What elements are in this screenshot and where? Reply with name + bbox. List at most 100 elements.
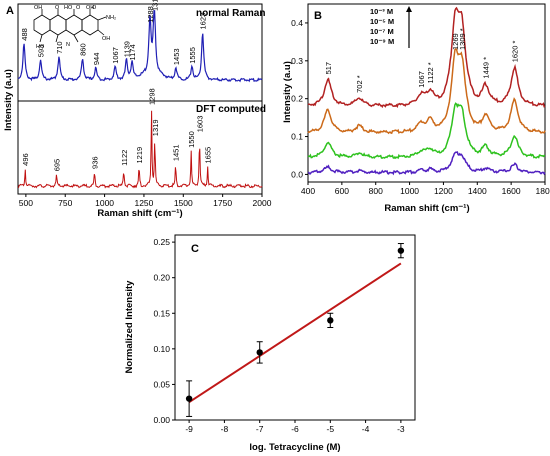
- y-tick-label-b: 0.2: [291, 94, 303, 104]
- data-point: [397, 247, 405, 254]
- y-tick-label-b: 0.3: [291, 56, 303, 66]
- peak-label: 593: [37, 45, 46, 58]
- x-tick-label-c: -8: [221, 424, 229, 434]
- peak-label-b: 1067: [417, 71, 426, 88]
- x-tick-label-a: 500: [19, 198, 33, 208]
- peak-label-b: 1122 *: [426, 62, 435, 83]
- peak-label: 1655: [204, 147, 213, 164]
- mol-label: OH: [102, 36, 110, 42]
- mol-label: HO: [36, 44, 45, 50]
- peak-label: 710: [55, 41, 64, 54]
- peak-label: 488: [20, 28, 29, 41]
- x-tick-label-c: -3: [397, 424, 405, 434]
- mol-label: HO: [64, 5, 73, 11]
- arrow-head-icon: [406, 6, 412, 12]
- y-tick-label-c: 0.10: [153, 344, 170, 354]
- spectrum-normal-raman: [17, 10, 263, 83]
- series-b: [307, 6, 546, 176]
- peak-label-b: 1269: [451, 33, 460, 50]
- peak-label: 1453: [172, 48, 181, 65]
- x-tick-label-a: 2000: [253, 198, 272, 208]
- peak-label: 936: [91, 156, 100, 169]
- panel-b: B 10⁻³ M 10⁻⁵ M 10⁻⁷ M 10⁻⁹ M 517 702 * 10…: [282, 3, 550, 214]
- x-tick-label-b: 600: [335, 186, 349, 196]
- panel-a-frame: [17, 3, 263, 195]
- x-tick-label-c: -9: [185, 424, 193, 434]
- axis-ticks-c: -9 -8 -7 -6 -5 -4 -3 0.00 0.05 0.10 0.15 0.20 0.25: [153, 237, 404, 434]
- peak-label: 860: [79, 43, 88, 56]
- y-tick-label-c: 0.00: [153, 415, 170, 425]
- peak-label: 1623: [199, 13, 208, 30]
- x-axis-ticks-a: 500 750 1000 1250 1500 1750 2000: [19, 194, 272, 208]
- peak-label: 1122: [120, 150, 129, 166]
- x-tick-label-b: 800: [369, 186, 383, 196]
- x-tick-label-b: 1000: [400, 186, 419, 196]
- x-tick-label-c: -5: [327, 424, 335, 434]
- legend-b: 10⁻³ M 10⁻⁵ M 10⁻⁷ M 10⁻⁹ M: [370, 6, 412, 48]
- y-tick-label-b: 0.0: [291, 169, 303, 179]
- subpanel-title-normal-raman: normal Raman: [196, 8, 265, 19]
- mol-label: O: [76, 5, 81, 11]
- legend-item: 10⁻³ M: [370, 7, 393, 16]
- y-axis-label-c: Normalized Intensity: [124, 280, 135, 374]
- y-tick-label-b: 0.4: [291, 18, 303, 28]
- x-tick-label-a: 1250: [134, 198, 153, 208]
- x-axis-label-c: log. Tetracycline (M): [249, 442, 340, 453]
- peak-label-b: 702 *: [355, 75, 364, 93]
- data-points-c: [185, 243, 405, 417]
- peak-label: 1298: [147, 88, 156, 105]
- x-tick-label-b: 1400: [468, 186, 487, 196]
- y-axis-label-a: Intensity (a.u): [3, 69, 14, 131]
- peak-label: 1555: [188, 47, 197, 64]
- peak-label: 1451: [172, 144, 181, 161]
- peak-label: 1219: [135, 147, 144, 164]
- panel-c-frame: [174, 234, 416, 421]
- panel-c-letter: C: [191, 243, 199, 255]
- panel-c: C -9 -8 -7 -6 -5 -4 -3 0.00 0.05 0.10 0.15 0.20 0.25…: [124, 234, 416, 453]
- panel-b-letter: B: [314, 10, 322, 22]
- x-tick-label-c: -4: [362, 424, 370, 434]
- peak-label: 1550: [187, 131, 196, 148]
- legend-item: 10⁻⁹ M: [370, 37, 394, 46]
- mol-label: OH: [34, 5, 42, 11]
- y-tick-label-b: 0.1: [291, 132, 303, 142]
- x-tick-label-a: 1000: [95, 198, 114, 208]
- subpanel-title-dft-computed: DFT computed: [196, 104, 266, 115]
- data-point: [256, 349, 263, 356]
- data-point: [327, 317, 334, 324]
- spectrum-series-b: [307, 48, 546, 135]
- panel-a: A OH O HO O OH O NH₂ HO: [3, 0, 272, 219]
- peak-label: 1174: [128, 44, 137, 60]
- peak-label: 1603: [196, 116, 205, 133]
- x-tick-label-c: -7: [256, 424, 264, 434]
- mol-label: O: [92, 5, 97, 11]
- spectrum-series-b: [307, 151, 546, 176]
- spectrum-series-b: [307, 102, 545, 160]
- legend-item: 10⁻⁵ M: [370, 17, 394, 26]
- mol-label: N: [66, 42, 70, 48]
- peak-label-b: 1449 *: [482, 57, 491, 79]
- y-tick-label-c: 0.15: [153, 308, 170, 318]
- legend-item: 10⁻⁷ M: [370, 27, 394, 36]
- mol-label: O: [55, 5, 60, 11]
- spectrum-series-b: [307, 6, 546, 109]
- x-axis-label-b: Raman shift (cm⁻¹): [384, 203, 469, 214]
- peak-label: 1139: [122, 41, 131, 57]
- peak-label: 1319: [151, 120, 160, 137]
- peak-label-b: 1620 *: [511, 41, 520, 63]
- peak-label: 695: [53, 159, 62, 172]
- panel-b-frame: [307, 3, 546, 183]
- y-axis-label-b: Intensity (a.u): [282, 61, 293, 123]
- x-tick-label-b: 400: [301, 186, 315, 196]
- mol-label: NH₂: [106, 15, 116, 21]
- mol-label: OH: [86, 5, 94, 11]
- panel-a-letter: A: [6, 5, 14, 17]
- x-tick-label-b: 1200: [434, 186, 453, 196]
- y-tick-label-c: 0.20: [153, 273, 170, 283]
